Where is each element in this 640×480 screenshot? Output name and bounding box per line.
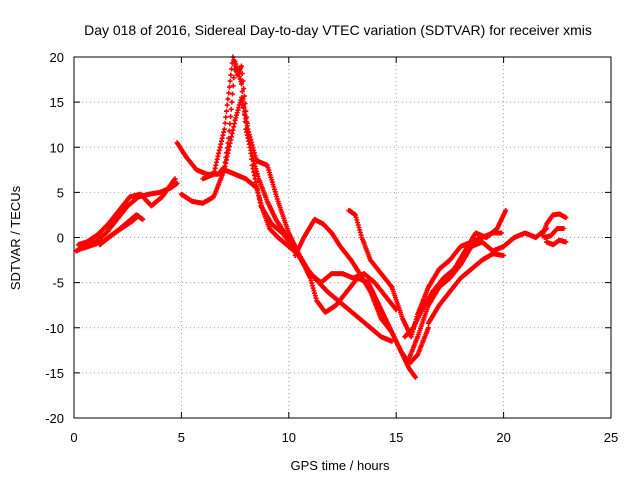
y-tick-label: 20 — [50, 50, 64, 65]
y-tick-label: 15 — [50, 95, 64, 110]
series-12-markers — [404, 226, 550, 367]
series-11 — [402, 207, 509, 340]
series-13-markers — [425, 251, 507, 326]
series-14-markers — [539, 211, 569, 239]
y-tick-labels: -20 -15 -10 -5 0 5 10 15 20 — [45, 50, 64, 426]
series-7-markers — [200, 54, 395, 344]
series-15-markers — [541, 226, 567, 240]
x-tick-label: 20 — [496, 430, 510, 445]
series-7 — [200, 54, 395, 344]
x-tick-label: 5 — [178, 430, 185, 445]
series-4 — [97, 213, 141, 248]
y-tick-label: -20 — [45, 411, 64, 426]
axis-ticks — [73, 56, 612, 419]
series-16-markers — [544, 237, 569, 248]
series-14 — [539, 211, 569, 239]
y-tick-label: 0 — [57, 231, 64, 246]
x-tick-labels: 0 5 10 15 20 25 — [70, 430, 618, 445]
series-12 — [404, 226, 550, 367]
series-9 — [292, 216, 431, 367]
y-tick-label: -5 — [52, 276, 64, 291]
series-13 — [425, 251, 507, 326]
y-tick-label: -15 — [45, 366, 64, 381]
chart-title: Day 018 of 2016, Sidereal Day-to-day VTE… — [84, 22, 592, 38]
y-tick-label: -10 — [45, 321, 64, 336]
series-16 — [544, 237, 569, 248]
series-9-markers — [292, 216, 431, 367]
x-tick-label: 25 — [604, 430, 618, 445]
y-tick-label: 10 — [50, 140, 64, 155]
x-tick-label: 15 — [389, 430, 403, 445]
series-4-markers — [97, 213, 141, 248]
series-8-markers — [221, 167, 399, 313]
series-15 — [541, 226, 567, 240]
series-11-markers — [402, 207, 509, 340]
grid — [74, 57, 611, 418]
series-8 — [221, 167, 399, 313]
x-axis-label: GPS time / hours — [291, 458, 390, 473]
series-2-markers — [75, 176, 178, 248]
x-tick-label: 10 — [282, 430, 296, 445]
data-points — [73, 54, 569, 380]
series-2 — [75, 176, 178, 248]
y-axis-label: SDTVAR / TECUs — [8, 185, 23, 290]
x-tick-label: 0 — [70, 430, 77, 445]
y-tick-label: 5 — [57, 185, 64, 200]
